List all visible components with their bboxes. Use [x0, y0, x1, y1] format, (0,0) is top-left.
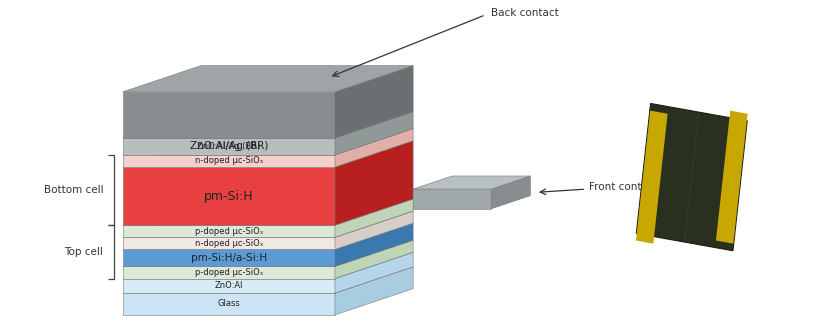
Polygon shape — [123, 240, 413, 266]
Polygon shape — [335, 129, 413, 167]
Text: Top cell: Top cell — [64, 247, 104, 257]
Text: Glass: Glass — [218, 299, 240, 308]
Polygon shape — [335, 112, 413, 155]
Text: p-doped μc-SiOₓ: p-doped μc-SiOₓ — [195, 268, 263, 277]
Polygon shape — [636, 111, 667, 244]
Text: Front contact: Front contact — [589, 182, 658, 193]
Text: Bottom cell: Bottom cell — [44, 185, 104, 195]
Polygon shape — [716, 111, 747, 244]
Text: pm-Si:H: pm-Si:H — [204, 190, 253, 203]
Polygon shape — [123, 112, 413, 138]
Polygon shape — [413, 189, 491, 209]
Polygon shape — [123, 223, 413, 249]
Text: ZnO:Al/Ag (BR): ZnO:Al/Ag (BR) — [190, 141, 268, 152]
Polygon shape — [335, 267, 413, 315]
Polygon shape — [123, 278, 335, 293]
Polygon shape — [335, 252, 413, 293]
Polygon shape — [335, 141, 413, 225]
Polygon shape — [123, 138, 335, 155]
Polygon shape — [123, 293, 335, 315]
Polygon shape — [491, 176, 531, 209]
Text: n-doped μc-SiOₓ: n-doped μc-SiOₓ — [195, 156, 263, 165]
Polygon shape — [123, 252, 413, 278]
Polygon shape — [123, 129, 413, 155]
Polygon shape — [123, 249, 335, 266]
Polygon shape — [335, 199, 413, 237]
Polygon shape — [123, 237, 335, 249]
Polygon shape — [335, 223, 413, 266]
Polygon shape — [335, 66, 413, 138]
Polygon shape — [123, 92, 335, 138]
Polygon shape — [123, 155, 335, 167]
Polygon shape — [123, 167, 335, 225]
Polygon shape — [123, 211, 413, 237]
Polygon shape — [123, 266, 335, 278]
Text: pm-Si:H/a-Si:H: pm-Si:H/a-Si:H — [191, 253, 267, 263]
Polygon shape — [123, 66, 413, 92]
Text: n-doped μc-SiOₓ: n-doped μc-SiOₓ — [195, 239, 263, 248]
Polygon shape — [413, 176, 531, 189]
Text: p-doped μc-SiOₓ: p-doped μc-SiOₓ — [195, 227, 263, 236]
Text: Back contact: Back contact — [491, 8, 559, 18]
Polygon shape — [335, 211, 413, 249]
Text: ZnO:Al/Ag (BR): ZnO:Al/Ag (BR) — [197, 142, 261, 151]
Polygon shape — [637, 104, 747, 251]
Polygon shape — [123, 267, 413, 293]
Polygon shape — [123, 225, 335, 237]
Text: ZnO:Al: ZnO:Al — [214, 281, 243, 290]
Polygon shape — [123, 199, 413, 225]
Polygon shape — [123, 141, 413, 167]
Polygon shape — [335, 240, 413, 278]
